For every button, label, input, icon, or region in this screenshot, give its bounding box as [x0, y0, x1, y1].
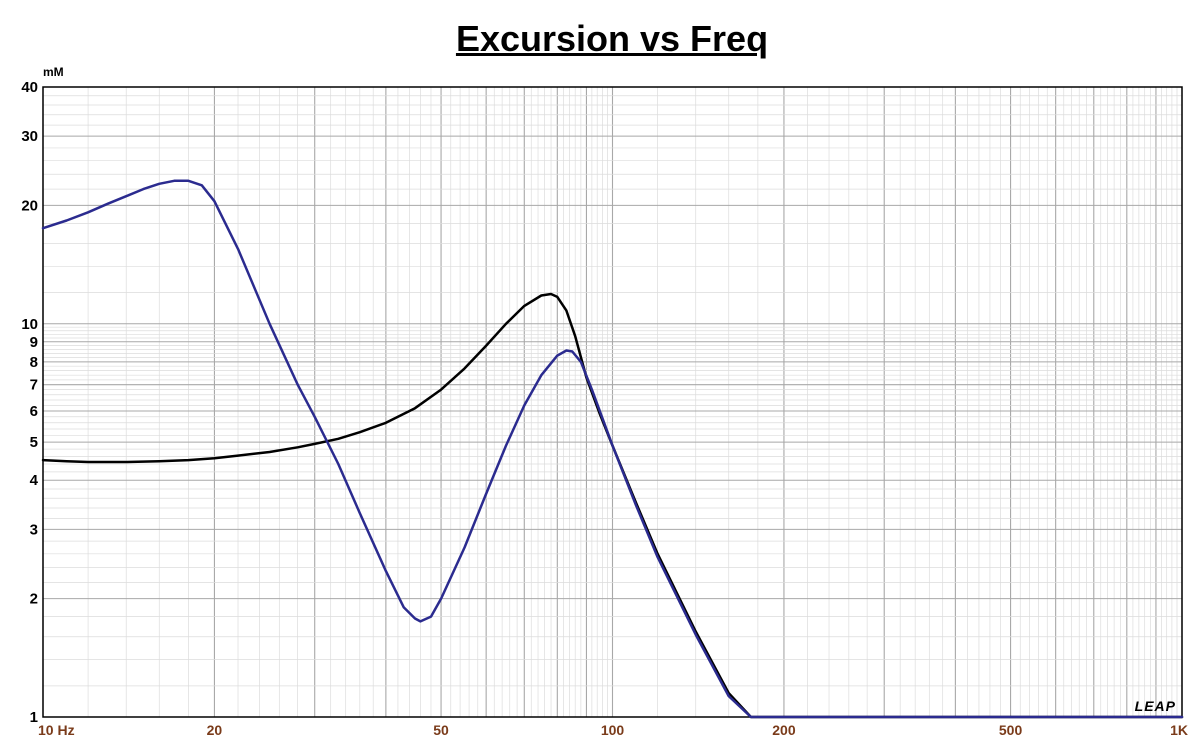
plot-frame [42, 86, 1183, 718]
y-tick-label: 4 [30, 472, 39, 489]
y-tick-label: 30 [21, 128, 38, 145]
x-tick-label: 1K [1170, 722, 1188, 738]
y-tick-label: 9 [30, 334, 38, 351]
grid [42, 86, 1183, 718]
x-tick-label: 10 Hz [38, 722, 75, 738]
x-axis-labels: 10 Hz 20 50 100 200 500 1K [38, 722, 1188, 738]
y-axis-labels: 1 2 3 4 5 6 7 8 910 20 30 40 [21, 79, 38, 726]
chart-title: Excursion vs Freq [455, 18, 769, 59]
series-group [41, 179, 1184, 719]
y-tick-label: 7 [30, 377, 38, 394]
series-line-2 [41, 179, 1184, 719]
x-tick-label: 200 [772, 722, 796, 738]
y-tick-label: 10 [21, 316, 38, 333]
series-line-1 [41, 292, 1184, 719]
y-tick-label: 3 [30, 521, 38, 538]
x-tick-label: 20 [207, 722, 223, 738]
y-tick-label: 40 [21, 79, 38, 96]
x-tick-label: 50 [433, 722, 449, 738]
x-tick-label: 500 [999, 722, 1023, 738]
y-tick-label: 5 [30, 434, 38, 451]
y-tick-label: 6 [30, 403, 38, 420]
y-tick-label: 8 [30, 354, 38, 371]
y-axis-unit-label: mM [43, 65, 64, 79]
y-tick-label: 1 [30, 709, 38, 726]
leap-logo: LEAP [1135, 698, 1176, 714]
y-tick-label: 20 [21, 197, 38, 214]
y-tick-label: 2 [30, 591, 38, 608]
x-tick-label: 100 [601, 722, 625, 738]
